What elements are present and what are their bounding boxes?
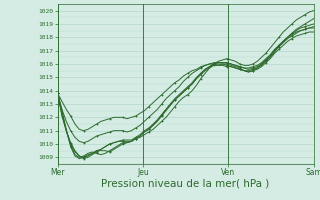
X-axis label: Pression niveau de la mer( hPa ): Pression niveau de la mer( hPa ) <box>101 179 270 189</box>
